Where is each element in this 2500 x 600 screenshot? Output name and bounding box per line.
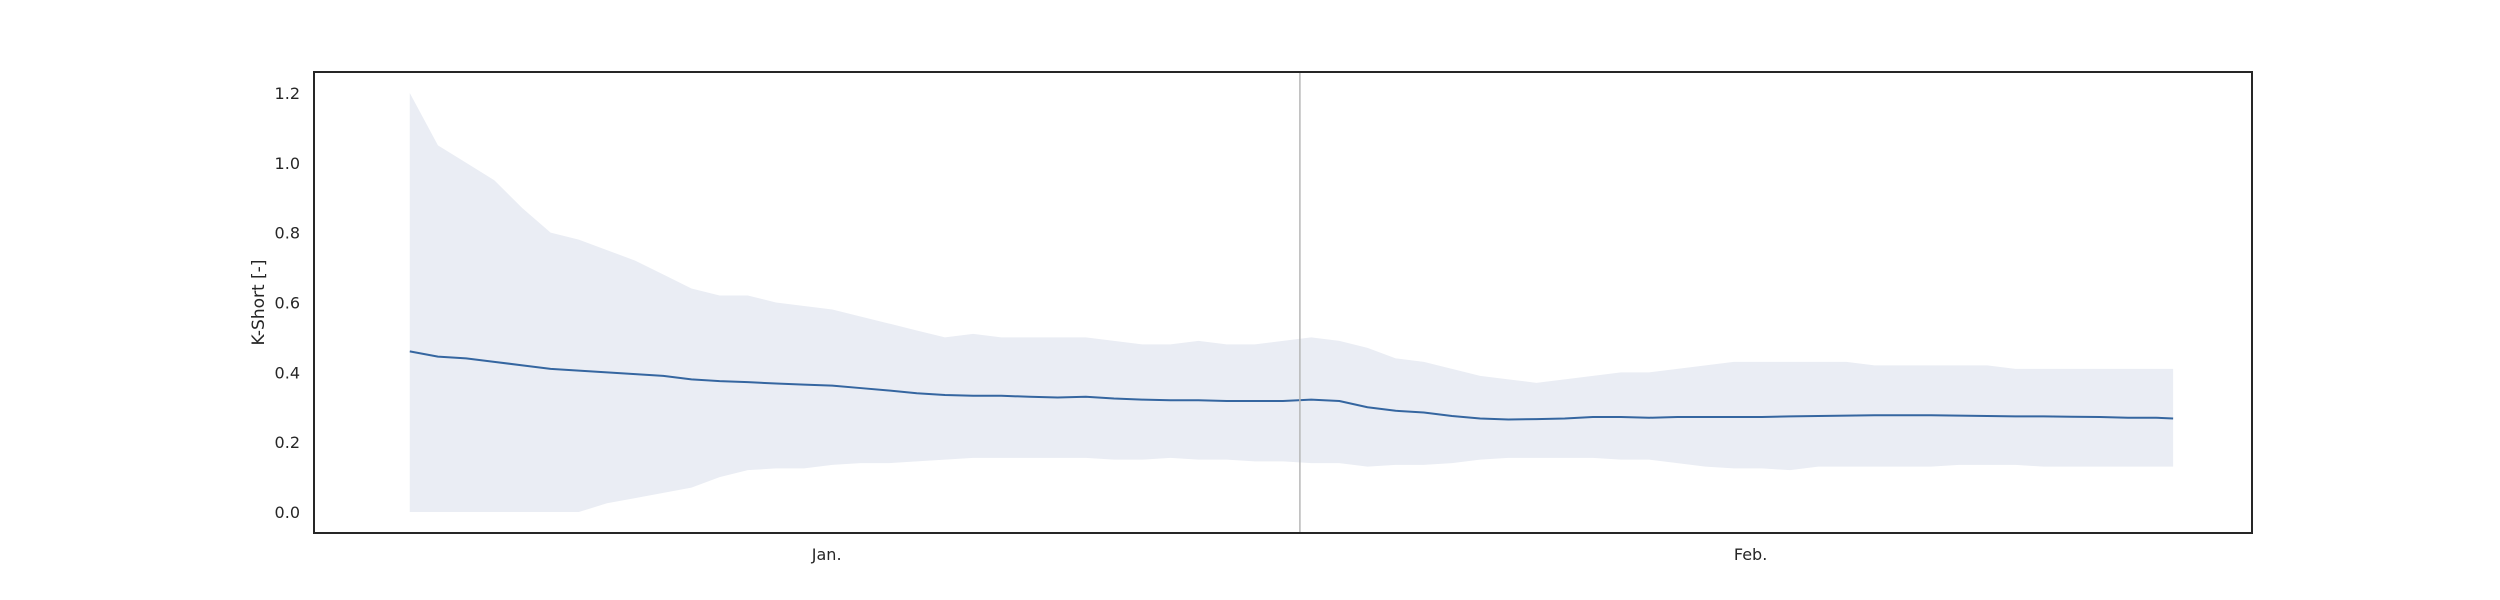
y-axis-label: K-Short [-]	[249, 260, 269, 346]
y-tick-label: 0.2	[275, 433, 300, 452]
x-tick-label: Jan.	[811, 545, 842, 564]
y-tick-labels: 0.0 0.2 0.4 0.6 0.8 1.0 1.2	[275, 84, 300, 522]
y-tick-label: 0.8	[275, 224, 300, 243]
y-tick-label: 0.0	[275, 503, 300, 522]
y-tick-label: 0.6	[275, 294, 300, 313]
x-tick-label: Feb.	[1734, 545, 1767, 564]
y-tick-label: 1.2	[275, 84, 300, 103]
plot-frame	[313, 71, 2253, 534]
confidence-band	[409, 92, 2174, 513]
y-tick-label: 0.4	[275, 363, 300, 382]
x-tick-labels: Jan. Feb.	[811, 545, 1768, 564]
series-line-layer	[409, 350, 2174, 421]
confidence-band-layer	[409, 92, 2174, 513]
y-tick-label: 1.0	[275, 154, 300, 173]
series-line	[409, 350, 2174, 421]
